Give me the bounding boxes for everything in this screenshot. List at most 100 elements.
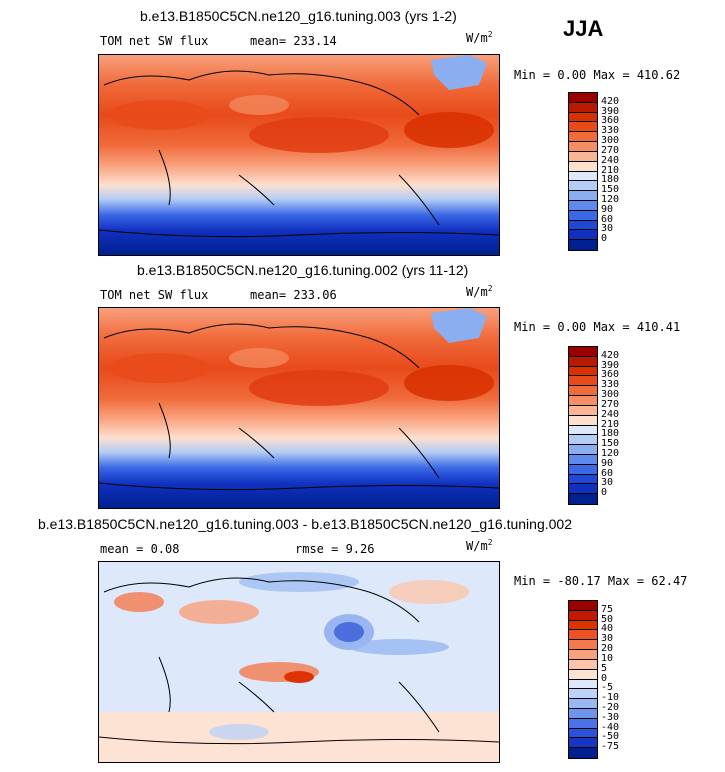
colorbar-tick-label: 150 — [601, 438, 620, 450]
colorbar-swatch — [569, 112, 597, 123]
colorbar-swatch — [569, 445, 597, 455]
colorbar-swatch — [569, 620, 597, 631]
colorbar-swatch — [569, 240, 597, 250]
colorbar-tick-label: 330 — [601, 379, 620, 391]
colorbar-tick-label: 60 — [601, 213, 614, 225]
panel-3-title: b.e13.B1850C5CN.ne120_g16.tuning.003 - b… — [38, 516, 572, 532]
colorbar-swatch — [569, 356, 597, 367]
colorbar-tick-label: 150 — [601, 184, 620, 196]
colorbar-tick-label: 420 — [601, 95, 620, 107]
colorbar-swatch — [569, 347, 597, 357]
colorbar-tick-label: 180 — [601, 174, 620, 186]
colorbar-swatch — [569, 191, 597, 201]
colorbar-swatch — [569, 474, 597, 485]
colorbar-swatch — [569, 689, 597, 700]
colorbar-swatch — [569, 659, 597, 670]
colorbar-tick-label: -75 — [601, 741, 620, 753]
colorbar-swatch — [569, 161, 597, 172]
panel-3-map — [98, 561, 500, 763]
colorbar-swatch — [569, 386, 597, 397]
panel-3-rmse: rmse = 9.26 — [295, 542, 375, 556]
colorbar-swatch — [569, 650, 597, 660]
colorbar-tick-label: 300 — [601, 389, 620, 401]
colorbar-tick-label: 120 — [601, 193, 620, 205]
colorbar-swatch — [569, 132, 597, 143]
colorbar-tick-label: -20 — [601, 701, 620, 713]
panel-2-mean: mean= 233.06 — [250, 288, 337, 302]
colorbar-tick-label: 0 — [601, 233, 608, 245]
panel-2-title: b.e13.B1850C5CN.ne120_g16.tuning.002 (yr… — [137, 262, 469, 278]
colorbar-tick-label: 30 — [601, 633, 614, 645]
colorbar-swatch — [569, 679, 597, 690]
panel-2-unit: W/m2 — [466, 284, 493, 299]
colorbar-swatch — [569, 484, 597, 495]
colorbar-tick-label: 360 — [601, 369, 620, 381]
colorbar-tick-label: -10 — [601, 692, 620, 704]
colorbar-swatch — [569, 464, 597, 475]
colorbar-swatch — [569, 220, 597, 231]
colorbar-tick-label: -5 — [601, 682, 614, 694]
colorbar-tick-label: 300 — [601, 135, 620, 147]
colorbar-tick-label: 330 — [601, 125, 620, 137]
colorbar-swatch — [569, 640, 597, 651]
colorbar-swatch — [569, 630, 597, 641]
colorbar-swatch — [569, 425, 597, 436]
colorbar-swatch — [569, 181, 597, 192]
colorbar-swatch — [569, 718, 597, 729]
colorbar-swatch — [569, 396, 597, 406]
colorbar-swatch — [569, 728, 597, 739]
colorbar-tick-label: 240 — [601, 154, 620, 166]
colorbar-swatch — [569, 93, 597, 103]
colorbar-tick-label: 90 — [601, 203, 614, 215]
colorbar-tick-label: 0 — [601, 672, 608, 684]
panel-3-mean: mean = 0.08 — [100, 542, 180, 556]
panel-2-map — [98, 307, 500, 509]
panel-3-minmax: Min = -80.17 Max = 62.47 — [514, 574, 688, 588]
colorbar-tick-label: 0 — [601, 487, 608, 499]
colorbar-tick-label: 210 — [601, 164, 620, 176]
colorbar-tick-label: 180 — [601, 428, 620, 440]
colorbar-tick-label: 50 — [601, 613, 614, 625]
colorbar-swatch — [569, 200, 597, 211]
colorbar-tick-label: 360 — [601, 115, 620, 127]
colorbar-tick-label: 20 — [601, 643, 614, 655]
colorbar-swatch — [569, 102, 597, 113]
colorbar-swatch — [569, 142, 597, 152]
colorbar-swatch — [569, 405, 597, 416]
colorbar-tick-label: -50 — [601, 731, 620, 743]
colorbar-tick-label: 270 — [601, 144, 620, 156]
colorbar-tick-label: 240 — [601, 408, 620, 420]
colorbar-tick-label: 75 — [601, 603, 614, 615]
panel-2-variable-label: TOM net SW flux — [100, 288, 209, 302]
panel-1-variable-label: TOM net SW flux — [100, 34, 209, 48]
colorbar-swatch — [569, 708, 597, 719]
panel-1-title: b.e13.B1850C5CN.ne120_g16.tuning.003 (yr… — [140, 8, 457, 24]
panel-2-minmax: Min = 0.00 Max = 410.41 — [514, 320, 681, 334]
colorbar-swatch — [569, 494, 597, 504]
season-label: JJA — [563, 16, 604, 41]
colorbar-tick-label: 390 — [601, 359, 620, 371]
panel-1-map — [98, 54, 500, 256]
colorbar-swatch — [569, 210, 597, 221]
panel-1-minmax: Min = 0.00 Max = 410.62 — [514, 68, 681, 82]
colorbar-swatch — [569, 376, 597, 387]
colorbar-tick-label: -40 — [601, 721, 620, 733]
colorbar-tick-label: 420 — [601, 349, 620, 361]
colorbar-swatch — [569, 151, 597, 162]
panel-2-map-svg — [99, 308, 499, 508]
colorbar-swatch — [569, 122, 597, 133]
colorbar-tick-label: -30 — [601, 711, 620, 723]
panel-1-colorbar — [568, 92, 598, 251]
colorbar-tick-label: 30 — [601, 223, 614, 235]
colorbar-tick-label: 270 — [601, 398, 620, 410]
colorbar-swatch — [569, 601, 597, 611]
colorbar-swatch — [569, 366, 597, 377]
colorbar-tick-label: 10 — [601, 652, 614, 664]
colorbar-swatch — [569, 454, 597, 465]
colorbar-tick-label: 40 — [601, 623, 614, 635]
colorbar-tick-label: 90 — [601, 457, 614, 469]
colorbar-swatch — [569, 435, 597, 446]
colorbar-swatch — [569, 171, 597, 182]
colorbar-swatch — [569, 415, 597, 426]
colorbar-swatch — [569, 699, 597, 709]
